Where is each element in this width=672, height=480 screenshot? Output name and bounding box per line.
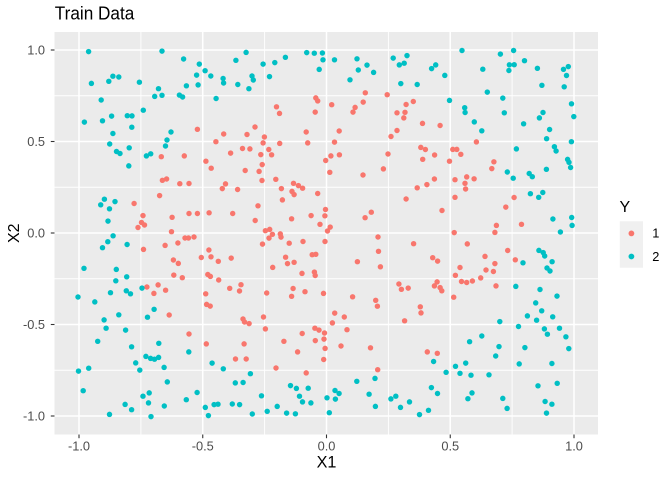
svg-text:-0.5: -0.5	[23, 317, 45, 332]
svg-text:0.5: 0.5	[441, 439, 459, 454]
svg-text:X2: X2	[6, 223, 23, 243]
svg-text:1.0: 1.0	[565, 439, 583, 454]
svg-text:1: 1	[652, 226, 659, 241]
svg-text:1.0: 1.0	[27, 43, 45, 58]
svg-text:2: 2	[652, 249, 659, 264]
svg-text:Y: Y	[620, 199, 631, 216]
svg-text:0.5: 0.5	[27, 134, 45, 149]
svg-text:0.0: 0.0	[318, 439, 336, 454]
svg-text:X1: X1	[317, 453, 337, 471]
svg-text:-0.5: -0.5	[192, 439, 214, 454]
svg-text:0.0: 0.0	[27, 226, 45, 241]
svg-text:-1.0: -1.0	[68, 439, 90, 454]
svg-text:-1.0: -1.0	[23, 409, 45, 424]
svg-text:Train Data: Train Data	[55, 2, 135, 23]
